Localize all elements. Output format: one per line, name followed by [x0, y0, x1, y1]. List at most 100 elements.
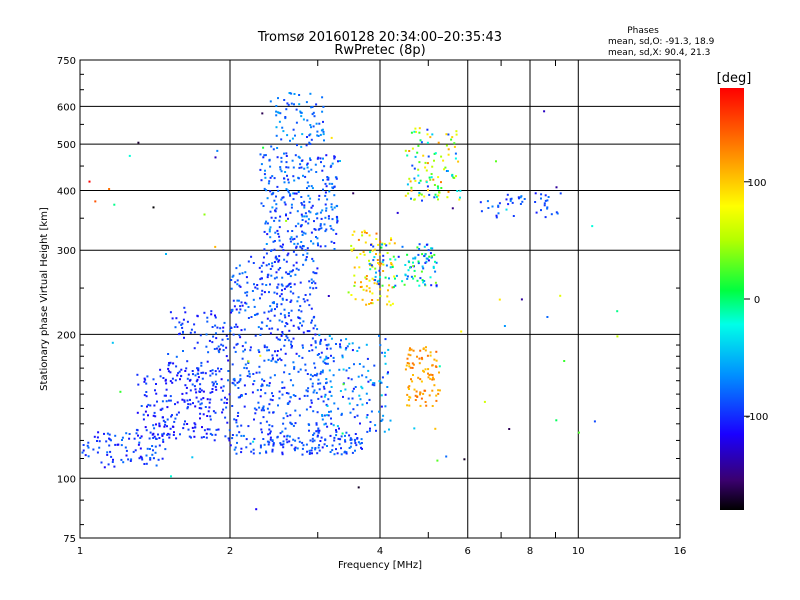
data-point — [430, 247, 432, 250]
data-point — [335, 430, 338, 433]
data-point — [543, 204, 546, 207]
data-point — [262, 407, 265, 409]
data-point — [555, 419, 558, 422]
data-point — [404, 194, 407, 197]
data-point — [311, 106, 314, 108]
data-point — [455, 130, 458, 133]
data-point — [577, 431, 580, 434]
data-point — [306, 390, 309, 393]
data-point — [390, 263, 393, 266]
data-point — [278, 111, 281, 114]
data-point — [153, 404, 156, 407]
data-point — [327, 176, 330, 179]
data-point — [446, 196, 449, 199]
data-point — [143, 380, 146, 383]
data-point — [234, 446, 237, 449]
data-point — [200, 364, 203, 367]
data-point — [422, 154, 425, 157]
data-point — [234, 281, 237, 284]
data-point — [437, 198, 439, 201]
data-point — [314, 447, 317, 450]
data-point — [279, 215, 282, 218]
data-point — [285, 161, 288, 164]
data-point — [290, 343, 292, 346]
data-point — [317, 397, 320, 400]
data-point — [518, 197, 520, 200]
data-point — [335, 343, 337, 345]
data-point — [330, 354, 332, 357]
data-point — [208, 428, 211, 431]
data-point — [275, 126, 278, 129]
data-point — [310, 231, 313, 234]
data-point — [287, 181, 290, 184]
data-point — [265, 324, 268, 327]
data-point — [359, 253, 362, 255]
data-point — [292, 192, 295, 195]
data-point — [208, 406, 211, 409]
data-point — [175, 413, 178, 416]
data-point — [413, 388, 416, 391]
data-point — [415, 390, 418, 393]
data-point — [311, 382, 314, 385]
data-point — [277, 232, 280, 235]
data-point — [293, 366, 296, 369]
data-point — [315, 422, 318, 425]
data-point — [269, 190, 272, 193]
data-point — [344, 434, 346, 437]
data-point — [276, 286, 279, 289]
data-point — [406, 357, 409, 360]
data-point — [371, 265, 374, 268]
data-point — [224, 396, 226, 399]
data-point — [419, 277, 422, 280]
data-point — [103, 432, 105, 435]
data-point — [277, 97, 279, 100]
data-point — [451, 136, 454, 139]
data-point — [283, 201, 286, 204]
data-point — [382, 259, 385, 262]
data-point — [429, 178, 432, 181]
data-point — [369, 290, 371, 293]
data-point — [386, 372, 389, 375]
data-point — [386, 252, 389, 254]
data-point — [276, 436, 279, 439]
data-point — [339, 160, 341, 162]
data-point — [593, 420, 596, 423]
data-point — [307, 194, 310, 197]
data-point — [413, 167, 416, 170]
data-point — [289, 290, 292, 293]
data-point — [187, 428, 190, 431]
data-point — [361, 234, 364, 237]
data-point — [212, 384, 215, 387]
data-point — [226, 338, 229, 340]
data-point — [331, 449, 334, 452]
data-point — [534, 192, 537, 195]
data-point — [438, 191, 441, 194]
data-point — [423, 245, 426, 248]
data-point — [259, 395, 262, 398]
data-point — [311, 319, 313, 322]
data-point — [292, 198, 295, 201]
data-point — [371, 277, 374, 280]
data-point — [200, 361, 203, 364]
x-tick-label: 6 — [465, 546, 471, 557]
data-point — [406, 362, 409, 364]
data-point — [414, 399, 417, 401]
data-point — [498, 202, 501, 205]
data-point — [259, 153, 262, 156]
data-point — [312, 111, 315, 114]
data-point — [252, 448, 255, 451]
data-point — [345, 369, 348, 372]
data-point — [294, 273, 297, 276]
data-point — [314, 333, 317, 336]
data-point — [233, 346, 236, 349]
data-point — [382, 263, 385, 266]
data-point — [375, 238, 378, 240]
data-point — [257, 326, 260, 329]
data-point — [427, 189, 429, 192]
data-point — [316, 372, 319, 375]
data-point — [423, 370, 425, 373]
data-point — [270, 193, 273, 196]
data-point — [360, 442, 363, 444]
data-point — [384, 338, 387, 341]
data-point — [323, 387, 326, 390]
